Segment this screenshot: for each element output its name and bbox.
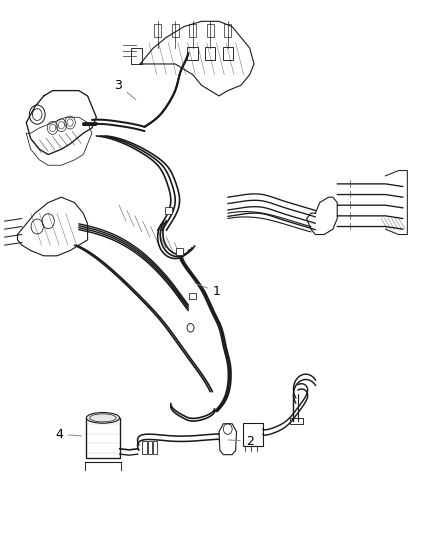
Circle shape [187, 324, 194, 332]
Bar [154, 24, 161, 37]
Bar [189, 24, 196, 37]
Bar [189, 293, 196, 299]
Bar [148, 441, 152, 454]
Bar [153, 441, 157, 454]
Bar [224, 24, 231, 37]
Text: 4: 4 [55, 428, 81, 441]
Bar [243, 423, 263, 446]
Bar [223, 47, 233, 60]
Polygon shape [307, 197, 337, 235]
Text: 3: 3 [114, 79, 136, 100]
Bar [187, 47, 198, 60]
Text: 2: 2 [228, 435, 254, 448]
Polygon shape [140, 21, 254, 96]
Text: 1: 1 [195, 284, 221, 298]
Polygon shape [18, 197, 88, 256]
Bar [290, 418, 303, 424]
Bar [172, 24, 179, 37]
Bar [86, 418, 120, 458]
Bar [207, 24, 214, 37]
Bar [131, 48, 142, 64]
Ellipse shape [86, 413, 120, 423]
Bar [142, 441, 147, 454]
Bar [205, 47, 215, 60]
Bar [176, 248, 183, 255]
Bar [165, 207, 172, 214]
